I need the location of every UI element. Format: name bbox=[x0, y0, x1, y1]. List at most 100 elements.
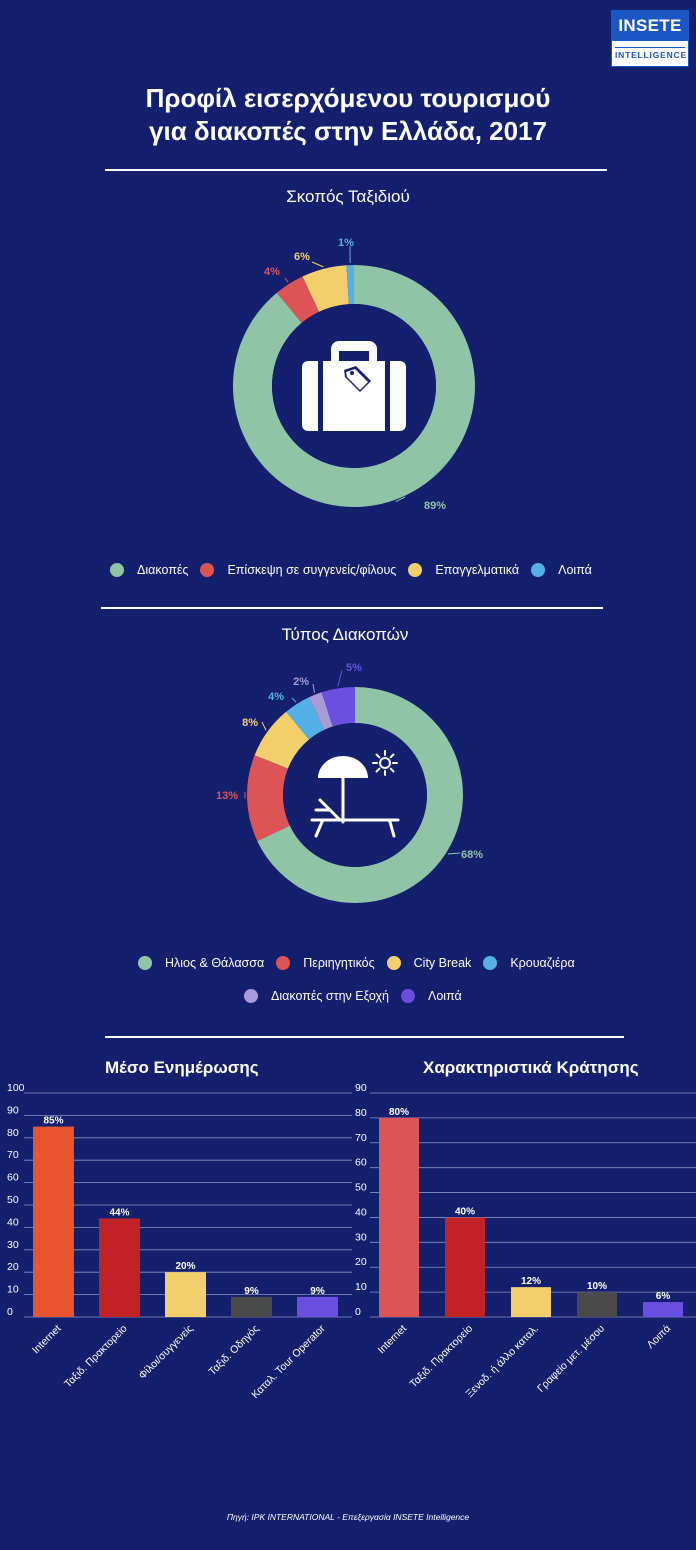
donut1-value-label-0: 89% bbox=[424, 500, 446, 512]
bar1-value-label-4: 9% bbox=[310, 1286, 325, 1297]
beach-umbrella-lounger-icon bbox=[310, 750, 400, 838]
bar1-value-label-0: 85% bbox=[43, 1116, 63, 1127]
donut2-leader-2 bbox=[261, 721, 267, 731]
legend-label-other2: Λοιπά bbox=[427, 989, 462, 1003]
donut2-value-label-3: 4% bbox=[268, 691, 284, 703]
bar2-ytick-label: 0 bbox=[355, 1306, 361, 1318]
page-title: Προφίλ εισερχόμενου τουρισμού για διακοπ… bbox=[60, 82, 636, 148]
legend-label-countryside: Διακοπές στην Εξοχή bbox=[271, 989, 389, 1003]
bar1-category-label-3: Ταξιδ. Οδηγός bbox=[206, 1323, 261, 1378]
donut2-value-label-5: 5% bbox=[346, 662, 362, 674]
legend-holiday-type-row2: Διακοπές στην Εξοχή Λοιπά bbox=[244, 989, 462, 1003]
bar1-ytick-label: 40 bbox=[7, 1216, 19, 1228]
source-note: Πηγή: IPK INTERNATIONAL - Επεξεργασία IN… bbox=[226, 1512, 470, 1522]
bar1-ytick-label: 0 bbox=[7, 1306, 13, 1318]
bar2-category-label-1: Ταξιδ. Πρακτορείο bbox=[408, 1323, 476, 1391]
bar2-value-label-1: 40% bbox=[455, 1206, 475, 1217]
legend-label-vacation: Διακοπές bbox=[137, 563, 189, 577]
donut2-hole bbox=[283, 723, 427, 867]
donut1-slice-3 bbox=[346, 265, 354, 305]
donut2-leader-5 bbox=[337, 669, 343, 687]
bar2-category-label-3: Γραφείο μετ. μέσου bbox=[535, 1322, 607, 1394]
donut2-value-label-0: 68% bbox=[461, 849, 483, 861]
bar-charts: 010203040506070809010085%Internet44%Ταξι… bbox=[7, 1082, 696, 1401]
bar1-category-label-0: Internet bbox=[30, 1323, 64, 1357]
donut1-value-label-2: 6% bbox=[294, 251, 310, 263]
bar1-category-label-1: Ταξιδ. Πρακτορείο bbox=[62, 1323, 130, 1391]
legend-dot-vacation bbox=[110, 563, 124, 577]
donut1-slice-2 bbox=[302, 265, 349, 312]
logo-text-bottom: INTELLIGENCE bbox=[615, 47, 686, 62]
bar2-ytick-label: 60 bbox=[355, 1157, 367, 1169]
donut2-leader-4 bbox=[312, 683, 315, 693]
page-title-line2: για διακοπές στην Ελλάδα, 2017 bbox=[149, 116, 547, 146]
legend-dot-sun-sea bbox=[138, 956, 152, 970]
bar2-ytick-label: 30 bbox=[355, 1231, 367, 1243]
legend-dot-cruise bbox=[483, 956, 498, 970]
donut2-slice-2 bbox=[254, 711, 310, 769]
legend-label-city-break: City Break bbox=[413, 956, 472, 970]
donut1-title: Σκοπός Ταξιδιού bbox=[286, 187, 410, 206]
bar2-value-label-2: 12% bbox=[521, 1276, 541, 1287]
bar2-value-label-0: 80% bbox=[389, 1107, 409, 1118]
bar1-category-label-4: Καταλ. Tour Operator bbox=[249, 1322, 328, 1401]
divider-bottom bbox=[105, 1036, 624, 1038]
donut2-slice-4 bbox=[309, 692, 333, 730]
suitcase-icon bbox=[302, 341, 406, 431]
bar1-ytick-label: 80 bbox=[7, 1127, 19, 1139]
donut2-leader-0 bbox=[447, 852, 461, 855]
bar2-bar-1 bbox=[445, 1217, 485, 1317]
legend-dot-visiting bbox=[200, 563, 215, 577]
bar1-value-label-1: 44% bbox=[109, 1207, 129, 1218]
donut2-title: Τύπος Διακοπών bbox=[281, 625, 409, 644]
donut1-slice-0 bbox=[232, 265, 475, 507]
donut1-leader-0 bbox=[395, 496, 406, 503]
bar-chart2-title: Χαρακτηριστικά Κράτησης bbox=[423, 1058, 639, 1077]
bar1-ytick-label: 60 bbox=[7, 1172, 19, 1184]
legend-holiday-type-row1: Ηλιος & Θάλασσα Περιηγητικός City Break … bbox=[138, 956, 575, 970]
bar1-ytick-label: 30 bbox=[7, 1239, 19, 1251]
logo-text-top: INSETE bbox=[612, 11, 688, 41]
bar1-bar-0 bbox=[33, 1126, 74, 1317]
donut2-leader-3 bbox=[291, 697, 297, 703]
donut2-slice-1 bbox=[247, 755, 290, 841]
bar1-category-label-2: Φίλοι/συγγενείς bbox=[136, 1323, 195, 1382]
divider-middle bbox=[101, 607, 603, 609]
legend-label-sun-sea: Ηλιος & Θάλασσα bbox=[165, 956, 265, 970]
page-title-line1: Προφίλ εισερχόμενου τουρισμού bbox=[145, 83, 551, 113]
donut2-value-label-4: 2% bbox=[293, 676, 309, 688]
bar1-ytick-label: 70 bbox=[7, 1149, 19, 1161]
bar2-bar-2 bbox=[511, 1287, 551, 1317]
bar2-ytick-label: 90 bbox=[355, 1082, 367, 1094]
bar2-bar-4 bbox=[643, 1302, 683, 1317]
bar1-ytick-label: 20 bbox=[7, 1261, 19, 1273]
divider-top bbox=[105, 169, 607, 171]
donut2-slice-3 bbox=[286, 697, 325, 740]
donut1-leader-2 bbox=[311, 261, 324, 268]
bar1-bar-4 bbox=[297, 1296, 338, 1317]
donut1-slice-1 bbox=[276, 276, 320, 323]
donut1-value-label-3: 1% bbox=[338, 237, 354, 249]
bar1-bar-3 bbox=[231, 1296, 272, 1317]
donut2-slice-5 bbox=[321, 687, 355, 727]
legend-dot-other bbox=[531, 563, 546, 577]
bar1-value-label-3: 9% bbox=[244, 1286, 259, 1297]
legend-label-business: Επαγγελματικά bbox=[435, 563, 520, 577]
donut2-value-label-1: 13% bbox=[216, 790, 238, 802]
legend-label-other: Λοιπά bbox=[558, 563, 592, 577]
bar1-ytick-label: 10 bbox=[7, 1284, 19, 1296]
bar1-ytick-label: 90 bbox=[7, 1104, 19, 1116]
bar1-bar-1 bbox=[99, 1218, 140, 1317]
donut2-value-label-2: 8% bbox=[242, 717, 258, 729]
bar2-category-label-4: Λοιπά bbox=[645, 1323, 674, 1352]
bar2-category-label-0: Internet bbox=[375, 1323, 409, 1357]
donut1-value-label-1: 4% bbox=[264, 266, 280, 278]
bar1-ytick-label: 100 bbox=[7, 1082, 25, 1094]
bar2-ytick-label: 40 bbox=[355, 1206, 367, 1218]
insete-logo: INSETE INTELLIGENCE bbox=[611, 10, 689, 67]
bar2-ytick-label: 20 bbox=[355, 1256, 367, 1268]
bar2-category-label-2: Ξενοδ. ή άλλο καταλ. bbox=[464, 1323, 542, 1401]
bar1-bar-2 bbox=[165, 1272, 206, 1317]
legend-trip-purpose: Διακοπές Επίσκεψη σε συγγενείς/φίλους Επ… bbox=[110, 563, 592, 577]
bar2-value-label-4: 6% bbox=[656, 1291, 671, 1302]
